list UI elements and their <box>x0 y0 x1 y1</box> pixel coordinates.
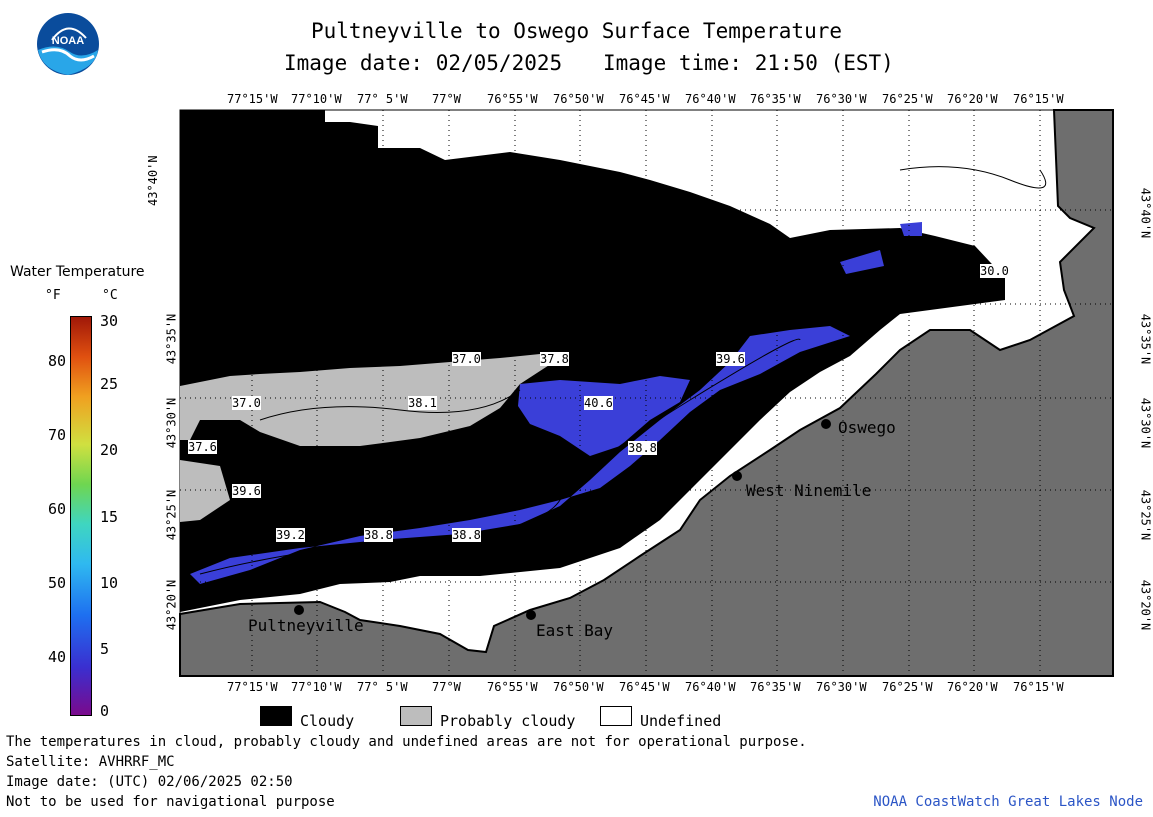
place-label-pultneyville: Pultneyville <box>248 616 364 635</box>
f-tick: 50 <box>47 574 66 592</box>
water-temp-band <box>190 326 850 584</box>
page-title: Pultneyville to Oswego Surface Temperatu… <box>310 19 842 43</box>
lat-label: 43°40'N <box>1138 187 1153 239</box>
footer-disclaimer: The temperatures in cloud, probably clou… <box>6 734 807 750</box>
land-region <box>179 109 1114 677</box>
lon-label: 76°15'W <box>1013 680 1064 694</box>
f-tick: 80 <box>47 352 66 370</box>
c-tick: 30 <box>100 312 119 330</box>
temp-label: 37.6 <box>188 440 217 454</box>
legend-cloudy: Cloudy <box>300 712 355 730</box>
noaa-logo: NOAA <box>36 12 100 76</box>
lon-label: 76°25'W <box>882 680 933 694</box>
lon-label: 77°W <box>432 92 461 106</box>
lon-label: 76°50'W <box>553 92 604 106</box>
probably-cloudy-swatch <box>400 706 432 726</box>
lon-labels-top: 77°15'W 77°10'W 77° 5'W 77°W 76°55'W 76°… <box>0 92 1153 108</box>
noaa-logo-text: NOAA <box>52 35 84 47</box>
lon-label: 76°55'W <box>487 680 538 694</box>
temp-label: 30.0 <box>980 264 1009 278</box>
lon-label: 76°20'W <box>947 92 998 106</box>
f-tick: 70 <box>47 426 66 444</box>
lat-label: 43°30'N <box>1138 397 1153 449</box>
place-label-oswego: Oswego <box>838 418 896 437</box>
lon-label: 76°40'W <box>685 92 736 106</box>
f-tick: 40 <box>47 648 66 666</box>
lon-label: 76°35'W <box>750 680 801 694</box>
lat-label: 43°20'N <box>164 579 179 631</box>
temp-label: 37.0 <box>452 352 481 366</box>
lon-label: 76°30'W <box>816 680 867 694</box>
cloudy-swatch <box>260 706 292 726</box>
c-tick: 10 <box>100 574 119 592</box>
image-date-label: Image date: 02/05/2025 <box>284 51 563 75</box>
lat-label: 43°20'N <box>1138 579 1153 631</box>
lon-label: 77°15'W <box>227 680 278 694</box>
c-tick: 25 <box>100 375 119 393</box>
lon-label: 76°20'W <box>947 680 998 694</box>
c-tick: 0 <box>100 702 110 720</box>
lat-label: 43°25'N <box>164 489 179 541</box>
temp-label: 38.8 <box>364 528 393 542</box>
lon-labels-bottom: 77°15'W 77°10'W 77° 5'W 77°W 76°55'W 76°… <box>0 680 1153 696</box>
lon-label: 76°15'W <box>1013 92 1064 106</box>
lon-label: 76°45'W <box>619 92 670 106</box>
temp-label: 37.8 <box>540 352 569 366</box>
colorbar-title: Water Temperature <box>10 264 145 280</box>
footer-satellite: Satellite: AVHRRF_MC <box>6 754 175 770</box>
map-grid <box>180 110 1113 676</box>
footer-utc-date: Image date: (UTC) 02/06/2025 02:50 <box>6 774 293 790</box>
lon-label: 77°10'W <box>291 680 342 694</box>
lat-label: 43°40'N <box>146 155 160 206</box>
f-tick: 60 <box>47 500 66 518</box>
undefined-swatch <box>600 706 632 726</box>
lon-label: 77°15'W <box>227 92 278 106</box>
c-tick: 5 <box>100 640 110 658</box>
cloudy-region <box>180 110 1005 612</box>
temp-label: 38.8 <box>452 528 481 542</box>
lat-label: 43°35'N <box>164 313 179 365</box>
c-tick: 20 <box>100 441 119 459</box>
probably-cloudy-region <box>180 354 560 446</box>
lon-label: 76°35'W <box>750 92 801 106</box>
place-label-east-bay: East Bay <box>536 621 614 640</box>
legend-probably-cloudy: Probably cloudy <box>440 712 576 730</box>
lon-label: 76°45'W <box>619 680 670 694</box>
lon-label: 76°25'W <box>882 92 933 106</box>
lat-label: 43°30'N <box>164 397 179 449</box>
colorbar <box>70 316 92 716</box>
image-time-label: Image time: 21:50 (EST) <box>603 51 894 75</box>
lon-label: 77°10'W <box>291 92 342 106</box>
lon-label: 77°W <box>432 680 461 694</box>
temp-label: 38.1 <box>408 396 437 410</box>
c-tick: 15 <box>100 508 119 526</box>
lon-label: 76°30'W <box>816 92 867 106</box>
temp-label: 39.6 <box>232 484 261 498</box>
place-label-west-ninemile: West Ninemile <box>746 481 872 500</box>
lon-label: 77° 5'W <box>357 680 408 694</box>
lat-label: 43°35'N <box>1138 313 1153 365</box>
lon-label: 76°40'W <box>685 680 736 694</box>
footer-nav-warning: Not to be used for navigational purpose <box>6 794 335 810</box>
lon-label: 77° 5'W <box>357 92 408 106</box>
temp-label: 38.8 <box>628 441 657 455</box>
temp-label: 40.6 <box>584 396 613 410</box>
colorbar-unit-f: °F <box>45 288 61 303</box>
colorbar-unit-c: °C <box>102 288 118 303</box>
legend-undefined: Undefined <box>640 712 722 730</box>
temp-label: 37.0 <box>232 396 261 410</box>
lon-label: 76°50'W <box>553 680 604 694</box>
lat-label: 43°25'N <box>1138 489 1153 541</box>
lon-label: 76°55'W <box>487 92 538 106</box>
legend: Cloudy Probably cloudy Undefined <box>0 704 1153 730</box>
temp-label: 39.2 <box>276 528 305 542</box>
temp-label: 39.6 <box>716 352 745 366</box>
footer-credit: NOAA CoastWatch Great Lakes Node <box>873 794 1143 810</box>
